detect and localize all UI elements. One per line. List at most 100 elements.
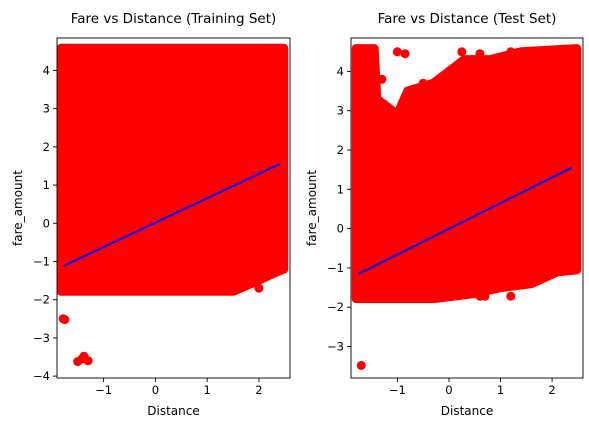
y-tick-label: −1 — [327, 261, 344, 275]
scatter-point — [382, 153, 392, 163]
scatter-point — [135, 199, 145, 209]
scatter-point — [176, 85, 186, 95]
scatter-point — [264, 69, 274, 79]
axes-frame — [350, 37, 584, 379]
scatter-point — [542, 47, 552, 57]
scatter-point — [181, 283, 191, 293]
scatter-point — [521, 66, 531, 76]
scatter-point — [68, 66, 77, 75]
scatter-point — [465, 70, 475, 80]
scatter-cloud — [57, 43, 289, 296]
x-tick-label: 1 — [203, 383, 210, 397]
y-axis-ticks: −4 −3 −2 −1 0 1 2 3 4 — [33, 63, 57, 383]
scatter-point — [506, 47, 516, 57]
x-axis-label: Distance — [441, 404, 493, 418]
y-tick-label: 2 — [337, 143, 344, 157]
scatter-point — [359, 47, 369, 57]
scatter-point — [475, 49, 485, 59]
y-axis-label: fare_amount — [305, 170, 319, 246]
scatter-point — [516, 271, 526, 281]
scatter-point — [83, 356, 93, 366]
scatter-point — [62, 283, 72, 293]
scatter-point — [367, 121, 377, 131]
scatter-point — [356, 291, 366, 300]
scatter-point — [418, 78, 428, 88]
scatter-point — [254, 46, 264, 56]
scatter-point — [557, 47, 567, 57]
scatter-point — [367, 192, 377, 202]
scatter-point — [563, 263, 572, 273]
scatter-point — [202, 46, 212, 56]
scatter-point — [537, 110, 547, 120]
regression-line — [62, 163, 281, 268]
scatter-point — [377, 74, 387, 84]
scatter-point — [537, 255, 547, 265]
scatter-point — [249, 92, 259, 102]
x-tick-label: 2 — [255, 383, 262, 397]
x-tick-label: 1 — [497, 383, 504, 397]
x-axis-label: Distance — [147, 404, 199, 418]
training-set-panel: −1 0 1 2 −4 −3 −2 −1 0 1 2 3 4 Fare vs Distance (Tr… — [11, 11, 291, 418]
scatter-point — [539, 247, 549, 257]
scatter-point — [408, 110, 418, 120]
scatter-point — [423, 216, 433, 226]
scatter-point — [277, 119, 287, 129]
scatter-point — [506, 133, 516, 143]
scatter-point — [88, 46, 98, 56]
y-tick-label: 2 — [43, 140, 50, 154]
scatter-point — [93, 237, 103, 247]
scatter-point — [496, 277, 505, 287]
y-tick-label: 1 — [43, 178, 50, 192]
y-axis-label: fare_amount — [11, 170, 25, 246]
scatter-point — [565, 51, 575, 61]
y-tick-label: 0 — [43, 216, 50, 230]
scatter-point — [398, 180, 408, 190]
scatter-point — [57, 46, 67, 56]
scatter-cloud-area — [57, 43, 289, 296]
scatter-point — [218, 58, 228, 68]
y-tick-label: −2 — [327, 300, 344, 314]
x-tick-label: −1 — [95, 383, 112, 397]
scatter-point — [125, 46, 134, 56]
scatter-point — [490, 82, 500, 92]
scatter-point — [161, 142, 171, 152]
scatter-point — [109, 150, 119, 159]
scatter-point — [213, 270, 222, 280]
scatter-point — [60, 218, 70, 228]
scatter-point — [119, 96, 129, 106]
scatter-point — [275, 258, 285, 268]
regression-line-segment — [358, 166, 573, 275]
y-tick-label: −1 — [33, 254, 50, 268]
scatter-point — [187, 73, 197, 83]
scatter-point — [547, 259, 557, 269]
scatter-point — [475, 165, 485, 175]
scatter-point — [490, 208, 500, 218]
scatter-point — [547, 212, 557, 222]
scatter-point — [99, 69, 109, 79]
scatter-point — [228, 46, 238, 56]
y-tick-label: 1 — [337, 182, 344, 196]
scatter-point — [119, 283, 129, 293]
x-tick-label: 2 — [548, 383, 555, 397]
scatter-point — [140, 62, 150, 72]
scatter-point — [202, 230, 212, 240]
x-axis-ticks: −1 0 1 2 — [389, 378, 556, 397]
scatter-point — [88, 284, 98, 294]
scatter-point — [400, 49, 410, 59]
scatter-point — [480, 291, 490, 301]
regression-line-segment — [62, 163, 281, 268]
scatter-point — [99, 276, 109, 286]
chart-title: Fare vs Distance (Test Set) — [378, 11, 557, 27]
scatter-point — [457, 47, 467, 57]
scatter-point — [459, 247, 469, 257]
scatter-point — [521, 180, 531, 190]
y-tick-label: −2 — [33, 293, 50, 307]
scatter-point — [377, 291, 387, 301]
y-tick-label: 3 — [43, 102, 50, 116]
scatter-point — [150, 46, 160, 56]
scatter-point — [270, 211, 279, 221]
regression-line — [358, 166, 573, 275]
scatter-point — [244, 268, 254, 278]
scatter-point — [150, 281, 160, 291]
y-tick-label: 0 — [337, 222, 344, 236]
